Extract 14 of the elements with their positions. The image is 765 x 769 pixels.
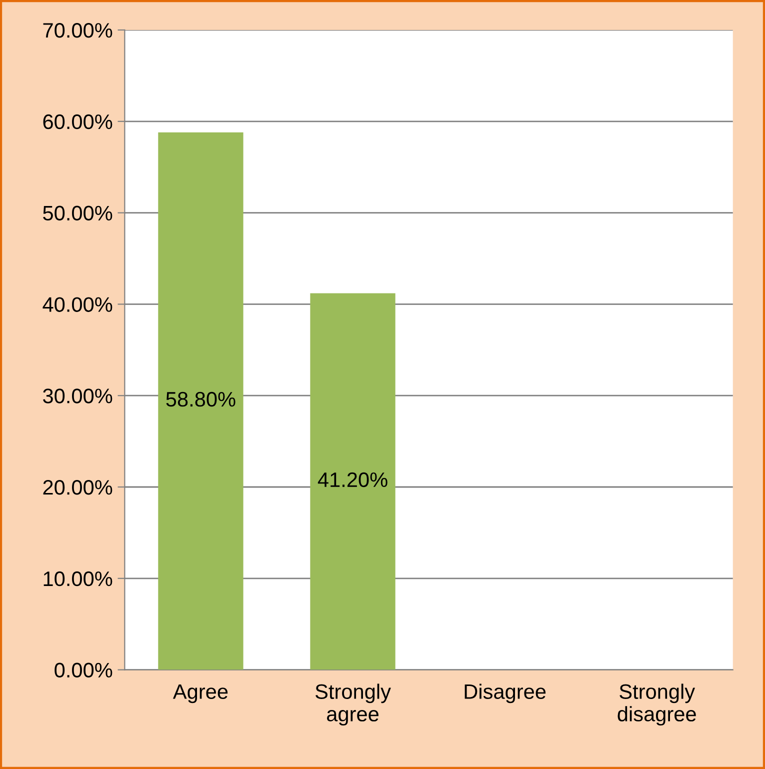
y-tick-label: 0.00% [54, 662, 112, 678]
y-tick-label: 20.00% [43, 480, 112, 495]
data-label: 41.20% [318, 472, 388, 488]
x-tick-label: Agree [172, 684, 228, 704]
y-tick-label: 70.00% [43, 22, 112, 38]
y-tick-label: 30.00% [43, 388, 112, 404]
y-tick-label: 40.00% [42, 297, 112, 312]
x-tick-label: Strongly disagree [618, 684, 696, 726]
y-tick-label: 10.00% [44, 571, 112, 586]
y-tick-label: 50.00% [43, 206, 112, 221]
x-tick-label: Strongly agree [315, 684, 391, 726]
y-tick-label: 60.00% [43, 114, 112, 130]
data-label: 58.80% [166, 392, 236, 407]
x-tick-label: Disagree [464, 684, 546, 704]
